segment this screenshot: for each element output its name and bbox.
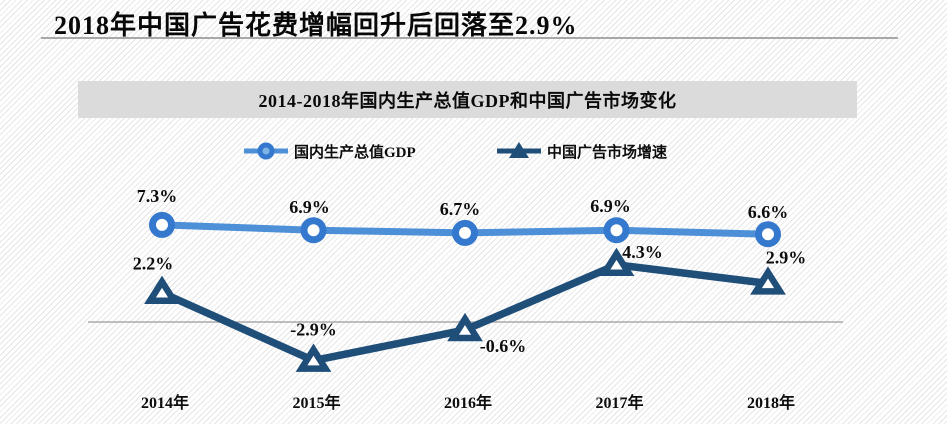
data-label: -0.6% bbox=[480, 336, 527, 356]
data-label: 6.9% bbox=[289, 197, 330, 217]
page-title: 2018年中国广告花费增幅回升后回落至2.9% bbox=[54, 11, 578, 40]
gdp-marker-2018年 bbox=[755, 221, 781, 248]
data-label: -2.9% bbox=[290, 320, 337, 340]
ad-marker-2017年 bbox=[598, 247, 635, 277]
data-label: 6.7% bbox=[440, 199, 481, 219]
legend-item-ad-market: 中国广告市场增速 bbox=[496, 141, 667, 161]
x-axis-label: 2014年 bbox=[141, 393, 189, 412]
legend-item-gdp: 国内生产总值GDP bbox=[243, 141, 416, 161]
gdp-line-circle-icon bbox=[244, 142, 288, 160]
ad-marker-2018年 bbox=[750, 266, 786, 295]
ad-marker-2016年 bbox=[447, 312, 483, 342]
gdp-marker-2014年 bbox=[149, 211, 175, 238]
x-axis-label: 2017年 bbox=[595, 393, 643, 412]
data-label: 4.3% bbox=[622, 242, 663, 262]
gdp-marker-2016年 bbox=[452, 219, 478, 246]
data-label: 2.9% bbox=[766, 247, 807, 267]
title-underline bbox=[41, 37, 898, 39]
legend-label-ad-market: 中国广告市场增速 bbox=[547, 144, 668, 161]
ad-line-triangle-icon bbox=[497, 142, 541, 158]
data-label: 6.9% bbox=[590, 196, 631, 216]
ad-marker-2014年 bbox=[144, 275, 180, 304]
data-label: 7.3% bbox=[137, 186, 178, 206]
data-label: 6.6% bbox=[748, 202, 789, 222]
ad-marker-2015年 bbox=[295, 343, 332, 372]
gdp-marker-2017年 bbox=[603, 217, 630, 244]
legend-label-gdp: 国内生产总值GDP bbox=[294, 144, 416, 161]
gdp-marker-2015年 bbox=[300, 217, 327, 244]
x-axis-label: 2018年 bbox=[747, 393, 795, 412]
series-line-ad-market bbox=[158, 261, 772, 365]
data-label: 2.2% bbox=[133, 254, 174, 274]
chart-title: 2014-2018年国内生产总值GDP和中国广告市场变化 bbox=[78, 81, 857, 118]
x-axis-label: 2015年 bbox=[292, 393, 340, 412]
x-axis-label: 2016年 bbox=[444, 393, 492, 412]
